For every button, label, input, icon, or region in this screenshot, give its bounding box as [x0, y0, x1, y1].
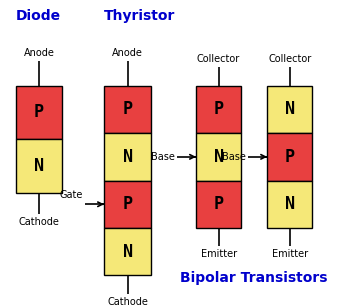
- Text: N: N: [285, 195, 295, 213]
- Bar: [267, 181, 312, 228]
- Bar: [196, 86, 241, 133]
- Text: N: N: [34, 157, 44, 175]
- Bar: [104, 181, 151, 228]
- Text: Gate: Gate: [60, 190, 83, 200]
- Bar: [267, 86, 312, 133]
- Bar: [196, 133, 241, 181]
- Text: Diode: Diode: [16, 9, 61, 23]
- Text: N: N: [122, 148, 133, 166]
- Text: P: P: [214, 100, 223, 118]
- Text: Emitter: Emitter: [272, 249, 308, 259]
- Text: N: N: [122, 243, 133, 261]
- Text: Collector: Collector: [268, 54, 311, 64]
- Text: Anode: Anode: [24, 48, 54, 58]
- Bar: [104, 86, 151, 133]
- Bar: [16, 86, 62, 139]
- Text: Collector: Collector: [197, 54, 240, 64]
- Text: Cathode: Cathode: [19, 217, 59, 227]
- Text: Cathode: Cathode: [107, 297, 148, 306]
- Text: Bipolar Transistors: Bipolar Transistors: [180, 271, 328, 285]
- Text: N: N: [285, 100, 295, 118]
- Text: P: P: [34, 103, 44, 121]
- Bar: [267, 133, 312, 181]
- Text: P: P: [122, 195, 133, 213]
- Text: Emitter: Emitter: [201, 249, 237, 259]
- Text: Base: Base: [151, 152, 175, 162]
- Text: Thyristor: Thyristor: [104, 9, 176, 23]
- Bar: [104, 228, 151, 275]
- Text: P: P: [122, 100, 133, 118]
- Text: N: N: [214, 148, 223, 166]
- Bar: [104, 133, 151, 181]
- Bar: [196, 181, 241, 228]
- Text: Base: Base: [222, 152, 246, 162]
- Text: P: P: [214, 195, 223, 213]
- Text: P: P: [285, 148, 295, 166]
- Text: Anode: Anode: [112, 48, 143, 58]
- Bar: [16, 139, 62, 193]
